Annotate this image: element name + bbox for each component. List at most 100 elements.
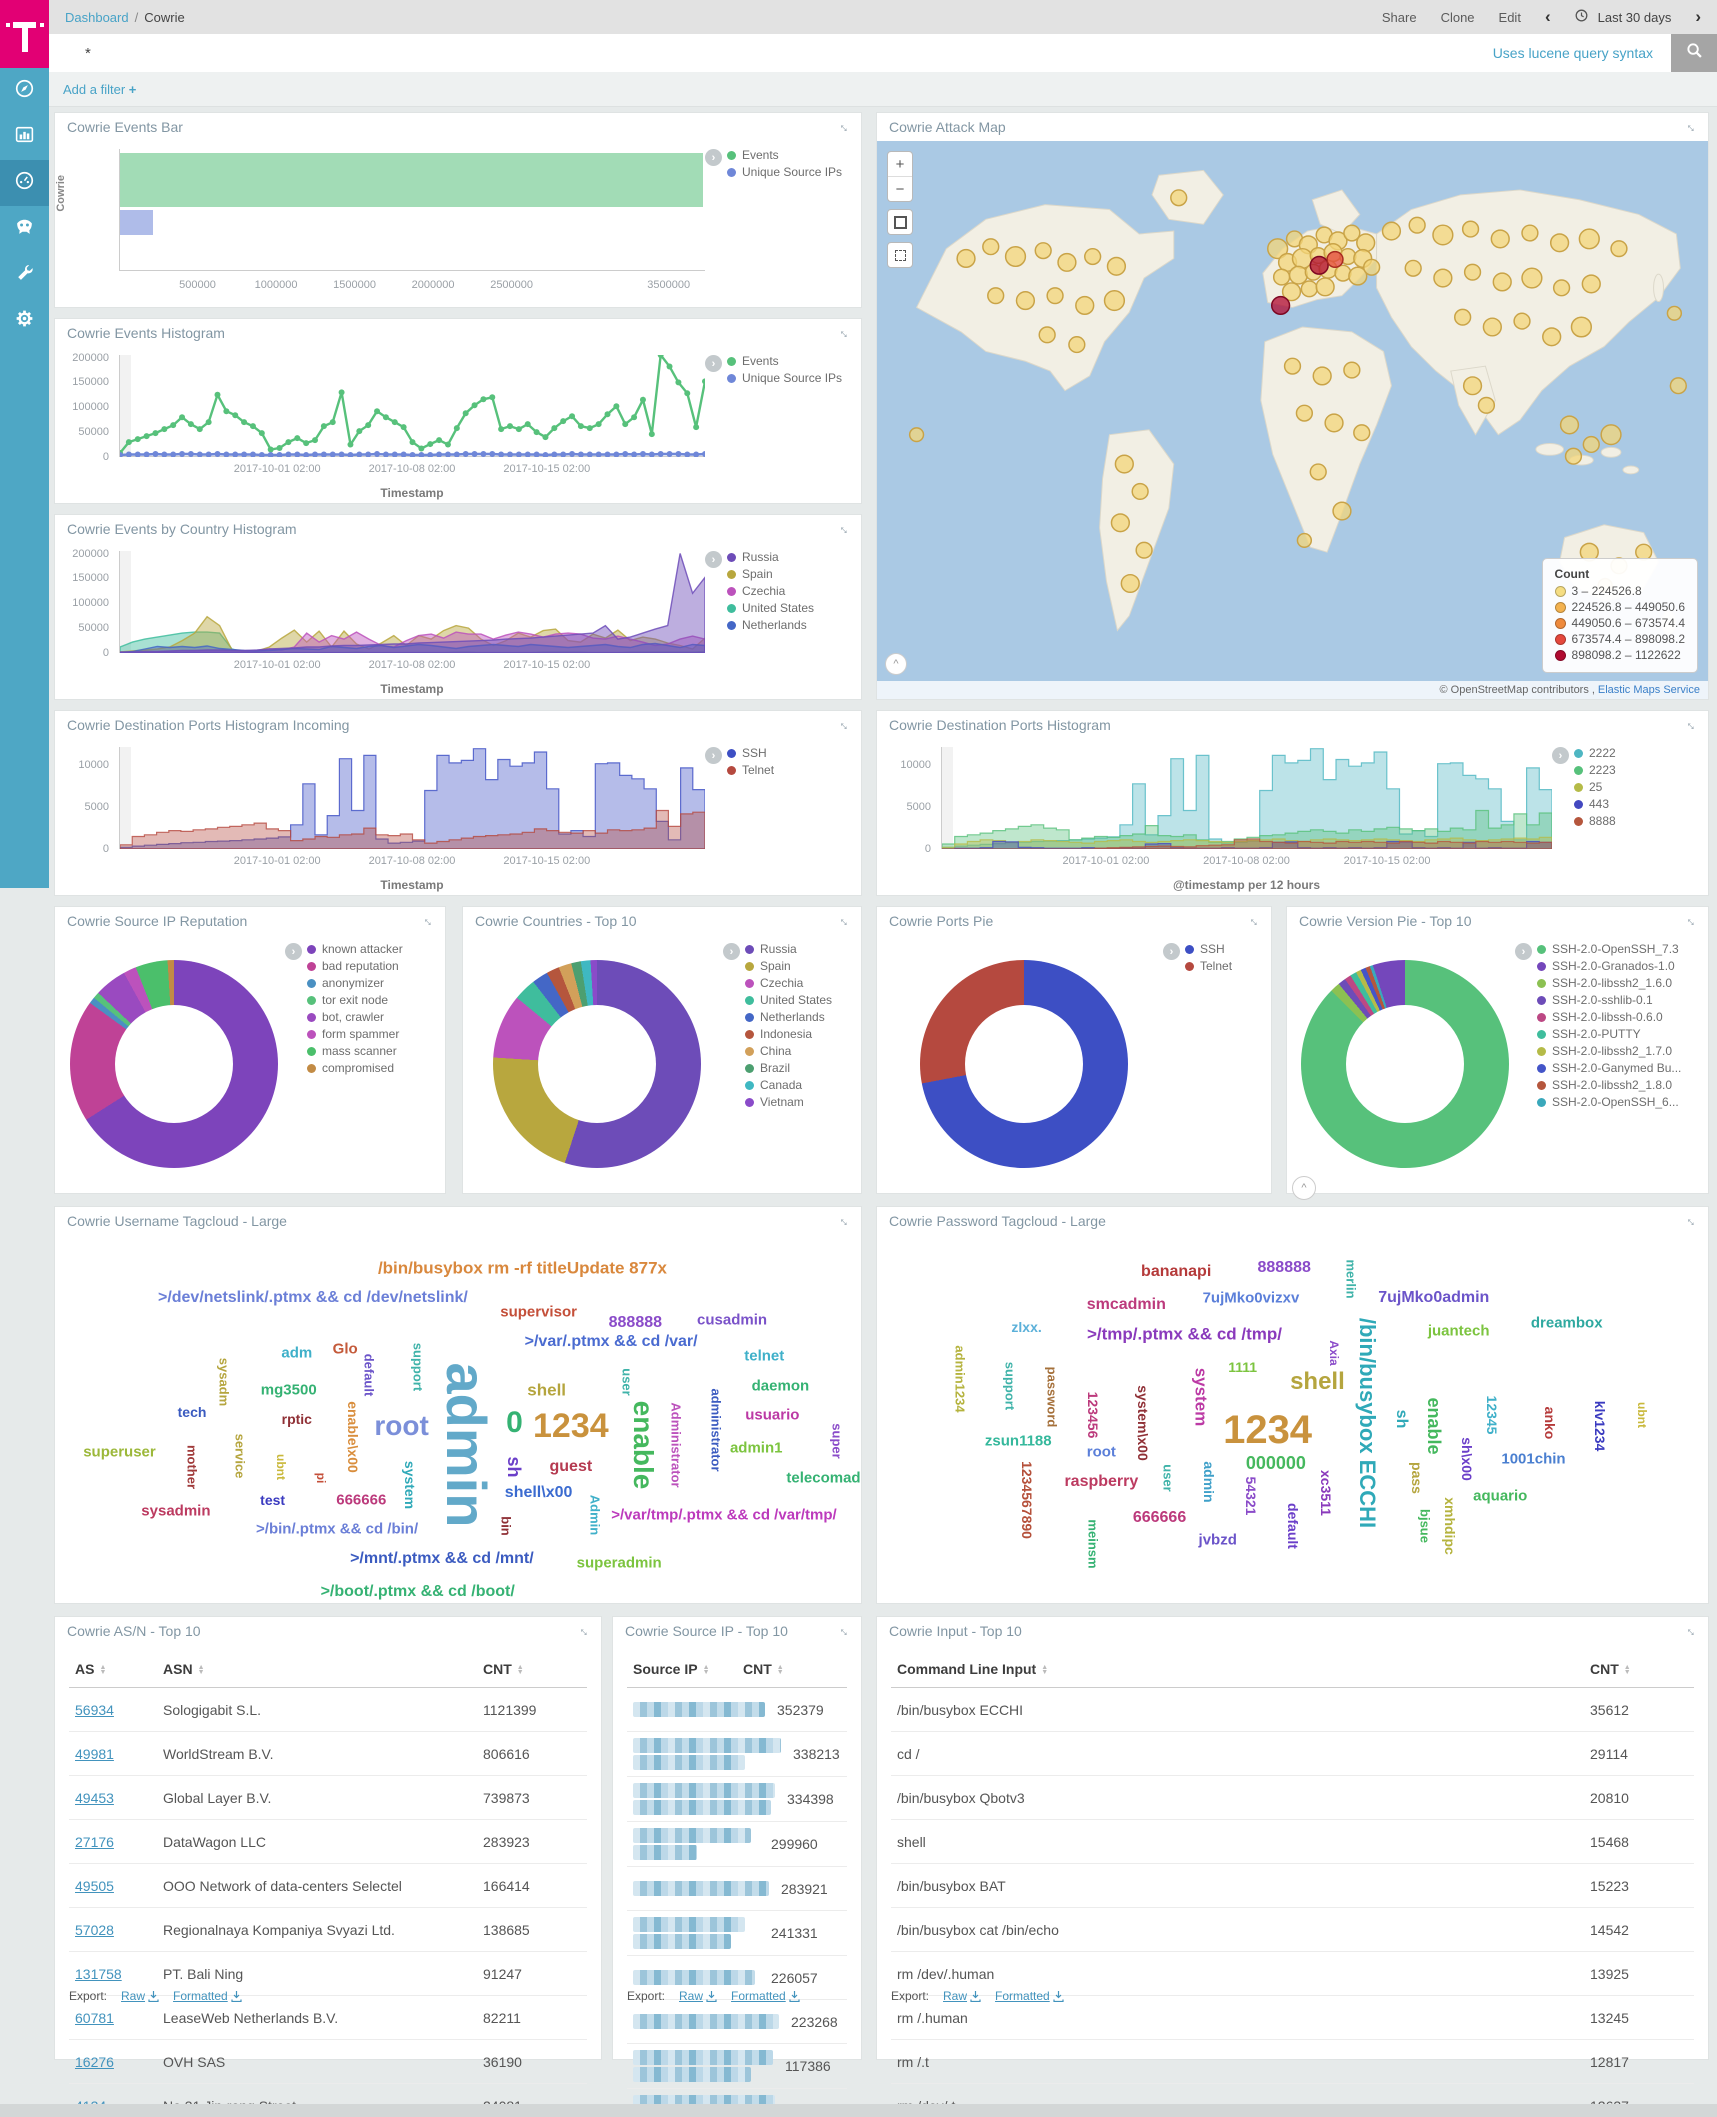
attack-marker[interactable] xyxy=(1348,266,1368,286)
tagcloud-word[interactable]: >/boot/.ptmx && cd /boot/ xyxy=(320,1582,515,1600)
tagcloud-word[interactable]: 666666 xyxy=(336,1491,387,1509)
tagcloud-word[interactable]: 54321 xyxy=(1242,1476,1259,1516)
as-link[interactable]: 49981 xyxy=(75,1745,114,1762)
tagcloud-word[interactable]: xmhdipc xyxy=(1442,1496,1459,1555)
tagcloud-word[interactable]: system xyxy=(401,1461,418,1510)
attack-marker[interactable] xyxy=(956,248,976,269)
attack-marker[interactable] xyxy=(908,427,925,443)
ports-donut[interactable] xyxy=(920,960,1128,1168)
ports-incoming-chart[interactable] xyxy=(119,747,705,849)
attack-marker[interactable] xyxy=(1315,277,1335,297)
sidebar-item-management[interactable] xyxy=(0,298,49,344)
legend-item[interactable]: Spain xyxy=(745,959,861,973)
column-header[interactable]: CNT ▲ ▼ xyxy=(483,1661,524,1677)
attack-marker[interactable] xyxy=(1582,435,1600,454)
tagcloud-word[interactable]: merlin xyxy=(1343,1259,1359,1299)
attack-marker[interactable] xyxy=(1513,312,1531,330)
legend-item[interactable]: bad reputation xyxy=(307,959,445,973)
tagcloud-word[interactable]: >/tmp/.ptmx && cd /tmp/ xyxy=(1086,1324,1282,1344)
tagcloud-word[interactable]: ubnt xyxy=(273,1453,288,1480)
sort-icon[interactable]: ▲ ▼ xyxy=(1623,1664,1631,1677)
attack-marker[interactable] xyxy=(1343,361,1361,379)
legend-collapse-button[interactable]: ^ xyxy=(1292,1176,1316,1200)
attack-marker[interactable] xyxy=(1324,413,1344,433)
tagcloud-word[interactable]: 888888 xyxy=(608,1314,663,1332)
attack-marker[interactable] xyxy=(1309,255,1329,275)
attack-marker[interactable] xyxy=(1057,252,1077,272)
attack-marker[interactable] xyxy=(1408,216,1426,234)
attack-marker[interactable] xyxy=(1521,267,1543,289)
attack-marker[interactable] xyxy=(1521,224,1539,242)
legend-item[interactable]: Telnet xyxy=(727,763,861,777)
legend-item[interactable]: form spammer xyxy=(307,1027,445,1041)
sidebar-item-dashboard[interactable] xyxy=(0,160,49,206)
tagcloud-word[interactable]: root xyxy=(374,1410,429,1442)
legend-item[interactable]: bot, crawler xyxy=(307,1010,445,1024)
attack-marker[interactable] xyxy=(1084,247,1102,266)
legend-toggle-icon[interactable]: › xyxy=(723,943,740,960)
tagcloud-word[interactable]: tech xyxy=(177,1403,207,1420)
attack-marker[interactable] xyxy=(1353,424,1371,442)
tagcloud-word[interactable]: bananapi xyxy=(1141,1262,1212,1280)
attack-marker[interactable] xyxy=(1559,415,1580,435)
attack-marker[interactable] xyxy=(1462,376,1483,396)
attack-marker[interactable] xyxy=(1432,224,1454,246)
reputation-donut[interactable] xyxy=(70,960,278,1168)
attack-marker[interactable] xyxy=(1581,274,1601,294)
attack-marker[interactable] xyxy=(1404,259,1422,277)
legend-item[interactable]: Czechia xyxy=(727,584,861,598)
export-raw-link[interactable]: Raw xyxy=(679,1989,717,2003)
draw-bounds-button[interactable] xyxy=(888,243,912,267)
legend-item[interactable]: SSH xyxy=(727,746,861,760)
tagcloud-word[interactable]: admin1234 xyxy=(952,1344,968,1413)
sidebar-item-discover[interactable] xyxy=(0,68,49,114)
legend-item[interactable]: SSH-2.0-libssh2_1.7.0 xyxy=(1537,1044,1708,1058)
legend-item[interactable]: Canada xyxy=(745,1078,861,1092)
legend-item[interactable]: Events xyxy=(727,354,861,368)
legend-item[interactable]: Russia xyxy=(727,550,861,564)
attack-marker[interactable] xyxy=(1004,245,1027,268)
tagcloud-word[interactable]: 000000 xyxy=(1245,1453,1306,1474)
tagcloud-word[interactable]: ubnt xyxy=(1634,1402,1649,1429)
ports-histogram-chart[interactable] xyxy=(941,747,1552,849)
sort-icon[interactable]: ▲ ▼ xyxy=(1041,1664,1049,1677)
tagcloud-word[interactable]: administrator xyxy=(708,1388,724,1472)
attack-marker[interactable] xyxy=(1103,290,1126,312)
attack-marker[interactable] xyxy=(1463,263,1482,281)
lucene-syntax-link[interactable]: Uses lucene query syntax xyxy=(1492,45,1653,61)
as-link[interactable]: 27176 xyxy=(75,1833,114,1850)
legend-item[interactable]: SSH-2.0-Ganymed Bu... xyxy=(1537,1061,1708,1075)
tagcloud-word[interactable]: >/var/.ptmx && cd /var/ xyxy=(524,1332,698,1350)
attack-marker[interactable] xyxy=(1038,326,1056,344)
legend-toggle-icon[interactable]: › xyxy=(705,355,722,372)
tagcloud-word[interactable]: sysadmin xyxy=(141,1502,211,1520)
tagcloud-word[interactable]: pi xyxy=(313,1472,328,1484)
legend-item[interactable]: SSH-2.0-libssh2_1.8.0 xyxy=(1537,1078,1708,1092)
sort-icon[interactable]: ▲ ▼ xyxy=(197,1664,205,1677)
sidebar-item-visualize[interactable] xyxy=(0,114,49,160)
legend-item[interactable]: 449050.6 – 673574.4 xyxy=(1554,616,1685,630)
column-header[interactable]: CNT ▲ ▼ xyxy=(1590,1661,1631,1677)
attack-marker[interactable] xyxy=(1669,377,1687,395)
attack-marker[interactable] xyxy=(1542,327,1562,347)
username-tagcloud[interactable]: /bin/busybox rm -rf titleUpdate 877x >/de… xyxy=(55,1235,861,1603)
attack-marker[interactable] xyxy=(1135,541,1153,559)
legend-item[interactable]: Brazil xyxy=(745,1061,861,1075)
tagcloud-word[interactable]: admin1 xyxy=(729,1439,783,1457)
tagcloud-word[interactable]: enable\x00 xyxy=(345,1401,362,1474)
tagcloud-word[interactable]: adm xyxy=(281,1344,313,1362)
tagcloud-word[interactable]: bjsue xyxy=(1417,1508,1433,1543)
search-button[interactable] xyxy=(1671,34,1717,72)
clone-button[interactable]: Clone xyxy=(1440,9,1475,25)
legend-toggle-icon[interactable]: › xyxy=(705,551,722,568)
export-formatted-link[interactable]: Formatted xyxy=(995,1989,1064,2003)
legend-toggle-icon[interactable]: › xyxy=(705,747,722,764)
attack-marker[interactable] xyxy=(1564,447,1583,465)
tagcloud-word[interactable]: rptic xyxy=(281,1411,312,1427)
legend-item[interactable]: 3 – 224526.8 xyxy=(1554,584,1685,598)
attack-marker[interactable] xyxy=(1381,221,1402,241)
share-button[interactable]: Share xyxy=(1381,9,1417,25)
attack-marker[interactable] xyxy=(1015,291,1036,311)
bar-Events[interactable] xyxy=(120,152,704,208)
attack-marker[interactable] xyxy=(1270,295,1291,316)
